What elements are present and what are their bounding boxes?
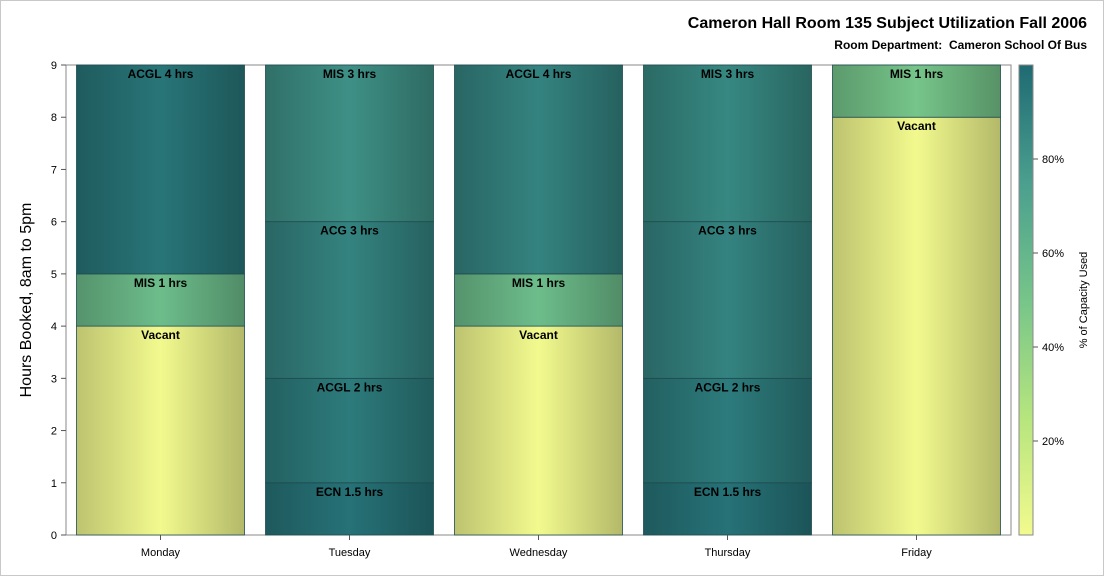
colorbar-title: % of Capacity Used [1078, 252, 1090, 349]
bar-segment [454, 325, 623, 536]
y-tick-label: 9 [51, 60, 57, 72]
segment-label: ACGL 4 hrs [128, 67, 194, 81]
colorbar [1018, 64, 1034, 536]
segment-label: MIS 3 hrs [701, 67, 755, 81]
bar-segment [76, 325, 245, 536]
segment-label: ACG 3 hrs [698, 224, 757, 238]
bar-segment [76, 273, 245, 327]
colorbar-tick-label: 20% [1042, 436, 1064, 448]
y-tick-label: 5 [51, 269, 57, 281]
bar-segment [76, 64, 245, 275]
segment-label: ECN 1.5 hrs [694, 485, 762, 499]
y-tick-label: 4 [51, 321, 57, 333]
colorbar-tick-label: 60% [1042, 248, 1064, 260]
bar-segment [643, 377, 812, 484]
y-tick-label: 7 [51, 164, 57, 176]
bar-segment [265, 221, 434, 379]
y-tick-label: 3 [51, 373, 57, 385]
bars-group: Vacant MIS 1 hrs ACGL 4 hrs ECN 1.5 hrs ACGL… [76, 64, 1001, 536]
segment-label: ACGL 4 hrs [506, 67, 572, 81]
x-tick-label: Wednesday [510, 547, 568, 559]
segment-label: ECN 1.5 hrs [316, 485, 384, 499]
segment-label: Vacant [519, 328, 558, 342]
bar-segment [832, 116, 1001, 536]
segment-label: Vacant [141, 328, 180, 342]
segment-label: ACGL 2 hrs [317, 380, 383, 394]
segment-label: MIS 1 hrs [512, 276, 566, 290]
segment-label: MIS 1 hrs [890, 67, 944, 81]
bar-segment [454, 273, 623, 327]
y-tick-label: 0 [51, 530, 57, 542]
segment-label: ACG 3 hrs [320, 224, 379, 238]
x-axis: Monday Tuesday Wednesday Thursday Friday [141, 535, 932, 559]
x-tick-label: Tuesday [329, 547, 371, 559]
segment-label: Vacant [897, 119, 936, 133]
bar-segment [832, 64, 1001, 118]
bar-segment [643, 482, 812, 536]
colorbar-tick-label: 40% [1042, 342, 1064, 354]
bar-segment [643, 64, 812, 223]
colorbar-tick-label: 80% [1042, 154, 1064, 166]
bar-segment [265, 377, 434, 484]
chart-subtitle: Room Department: Cameron School Of Bus [834, 38, 1087, 52]
x-tick-label: Monday [141, 547, 181, 559]
x-tick-label: Thursday [705, 547, 751, 559]
bar-segment [643, 221, 812, 379]
y-axis: 0 1 2 3 4 5 6 7 8 9 [51, 60, 66, 542]
x-tick-label: Friday [901, 547, 932, 559]
y-axis-title: Hours Booked, 8am to 5pm [18, 203, 35, 398]
segment-label: ACGL 2 hrs [695, 380, 761, 394]
y-tick-label: 8 [51, 112, 57, 124]
segment-label: MIS 3 hrs [323, 67, 377, 81]
chart-title: Cameron Hall Room 135 Subject Utilizatio… [687, 15, 1087, 32]
segment-label: MIS 1 hrs [134, 276, 188, 290]
y-tick-label: 6 [51, 217, 57, 229]
bar-segment [265, 64, 434, 223]
y-tick-label: 2 [51, 426, 57, 438]
bar-segment [454, 64, 623, 275]
colorbar-legend: 20% 40% 60% 80% % of Capacity Used [1018, 64, 1090, 536]
y-tick-label: 1 [51, 478, 57, 490]
